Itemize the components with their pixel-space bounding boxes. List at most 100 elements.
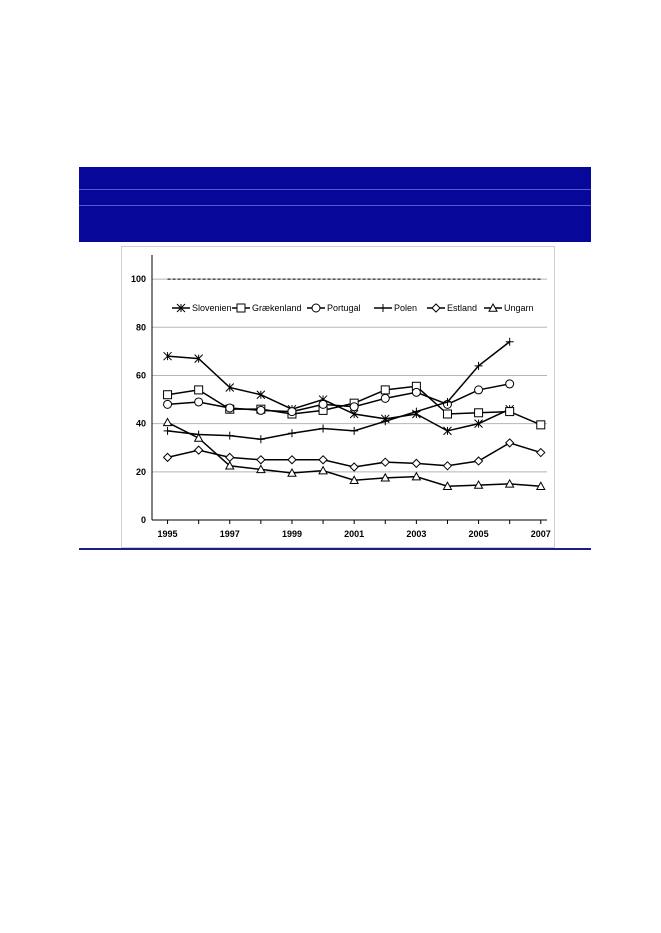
series-ungarn-point-2001 <box>349 475 360 484</box>
series-ungarn-point-1996-shape <box>193 433 204 442</box>
series-polen-point-2002-shape <box>381 417 390 426</box>
series-slovenien-point-1996-shape <box>194 354 204 363</box>
x-tick-label-2005: 2005 <box>469 529 489 539</box>
series-estland-point-2005 <box>473 456 484 466</box>
series-ungarn-point-2007-shape <box>535 481 546 490</box>
series-polen-point-2001-shape <box>350 426 359 435</box>
series-slovenien-point-2001-shape <box>349 409 359 419</box>
series-ungarn-point-1995 <box>162 417 173 427</box>
series-portugal-point-2005-shape <box>474 385 484 395</box>
series-polen-point-1995-shape <box>163 426 172 435</box>
series-portugal-point-1996 <box>194 397 204 407</box>
x-tick-label-1999: 1999 <box>282 529 302 539</box>
series-polen-point-1995 <box>163 426 172 435</box>
series-estland-point-1999 <box>287 455 297 465</box>
series-gr-kenland-point-2004 <box>442 409 452 419</box>
series-polen <box>163 337 514 444</box>
series-polen-point-2004-shape <box>443 397 452 406</box>
series-gr-kenland-point-2004-shape <box>442 409 452 419</box>
y-tick-label-80: 80 <box>136 322 146 332</box>
series-gr-kenland-point-1995 <box>163 390 173 400</box>
series-gr-kenland-point-2007 <box>536 420 546 430</box>
series-portugal-point-2002 <box>380 393 390 403</box>
legend-polen-label: Polen <box>394 303 417 313</box>
series-ungarn-point-2007 <box>535 481 546 490</box>
series-estland-point-2002-shape <box>380 457 390 467</box>
series-slovenien-point-1997-shape <box>225 383 235 392</box>
series-portugal-point-1997-shape <box>225 403 235 413</box>
series-ungarn-point-1998 <box>256 464 266 474</box>
series-slovenien-point-1996 <box>194 354 204 363</box>
series-ungarn-point-1997 <box>224 460 235 470</box>
y-tick-label-100: 100 <box>131 274 146 284</box>
series-estland-point-1997 <box>225 452 235 463</box>
series-ungarn-point-2002-shape <box>380 472 391 482</box>
series-estland-point-2005-shape <box>473 456 484 466</box>
series-ungarn-point-2001-shape <box>349 475 360 484</box>
series-estland-point-2003-shape <box>411 458 422 469</box>
series-polen-point-1999 <box>287 429 296 438</box>
legend-gr-kenland-swatch-marker-shape <box>236 303 246 313</box>
series-polen-point-2005-shape <box>474 361 483 370</box>
series-gr-kenland-point-2005 <box>474 408 484 418</box>
series-ungarn-point-2006 <box>504 478 515 488</box>
series-portugal-point-1996-shape <box>194 397 204 407</box>
series-polen-point-1999-shape <box>287 429 296 438</box>
series-gr-kenland-point-2006 <box>505 407 515 417</box>
series-polen-point-2005 <box>474 361 483 370</box>
legend-polen-swatch-marker-shape <box>379 304 387 312</box>
series-estland-point-1997-shape <box>225 452 235 463</box>
legend-ungarn: Ungarn <box>484 302 534 313</box>
series-gr-kenland-point-2005-shape <box>474 408 484 418</box>
series-ungarn-point-2006-shape <box>504 478 515 488</box>
legend-estland-swatch-marker-shape <box>431 303 441 313</box>
legend-estland-label: Estland <box>447 303 477 313</box>
series-estland-point-1995 <box>162 452 173 463</box>
legend-slovenien-swatch-marker-shape <box>176 303 186 313</box>
series-portugal-point-2003-shape <box>411 387 421 397</box>
y-tick-label-40: 40 <box>136 419 146 429</box>
series-portugal-point-2001 <box>349 402 359 412</box>
legend-ungarn-label: Ungarn <box>504 303 534 313</box>
series-polen-point-2003 <box>412 407 421 416</box>
series-ungarn-point-2000-shape <box>318 465 328 475</box>
series-portugal-point-2000 <box>318 399 328 409</box>
series-estland-point-2006-shape <box>504 438 515 448</box>
series-slovenien-point-2004 <box>443 426 452 436</box>
y-tick-label-0: 0 <box>141 515 146 525</box>
series-ungarn-point-2003-shape <box>411 471 422 481</box>
series-slovenien-point-1997 <box>225 383 235 392</box>
series-gr-kenland-point-2006-shape <box>505 407 515 417</box>
y-tick-label-20: 20 <box>136 467 146 477</box>
series-ungarn-point-2005-shape <box>473 480 484 489</box>
series-estland-point-2004-shape <box>442 461 453 471</box>
legend-slovenien-label: Slovenien <box>192 303 232 313</box>
legend-polen-swatch-marker <box>379 304 387 312</box>
series-polen-point-1997-shape <box>225 431 234 440</box>
legend-ungarn-swatch-marker <box>488 302 498 312</box>
series-gr-kenland-point-2002-shape <box>380 385 390 395</box>
series-portugal-point-2003 <box>411 387 421 397</box>
series-estland-point-1995-shape <box>162 452 173 463</box>
series-estland-point-1996 <box>193 445 204 455</box>
legend-gr-kenland: Grækenland <box>232 303 302 313</box>
series-ungarn-point-1995-shape <box>162 417 173 427</box>
legend-gr-kenland-swatch-marker <box>236 303 246 313</box>
series-polen-point-2000-shape <box>319 424 328 433</box>
series-slovenien-point-1998 <box>256 390 266 400</box>
bottom-rule <box>79 548 591 550</box>
series-portugal-point-2000-shape <box>318 399 328 409</box>
series-portugal-point-1998-shape <box>256 405 266 415</box>
series-gr-kenland-point-1995-shape <box>163 390 173 400</box>
header-band-rule-1 <box>79 189 591 190</box>
series-ungarn-point-1998-shape <box>256 464 266 474</box>
series-ungarn-point-2004 <box>442 481 453 490</box>
legend-gr-kenland-label: Grækenland <box>252 303 302 313</box>
series-estland-point-1998 <box>256 455 266 465</box>
series-estland <box>162 438 546 472</box>
series-portugal-point-2006-shape <box>505 379 515 389</box>
series-estland-point-2000 <box>318 455 328 465</box>
series-polen-point-1998 <box>256 435 265 444</box>
series-ungarn-point-2000 <box>318 465 328 475</box>
x-tick-label-2007: 2007 <box>531 529 551 539</box>
